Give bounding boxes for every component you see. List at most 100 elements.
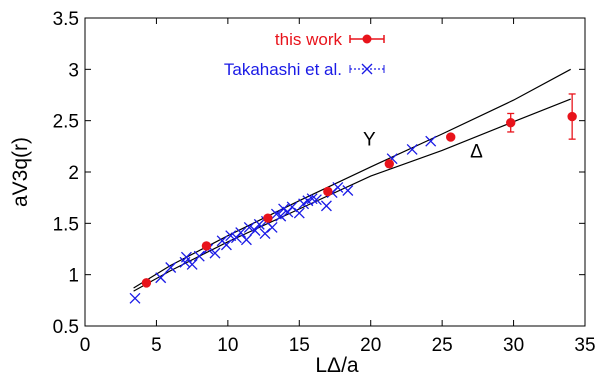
this-work-marker [141, 278, 152, 288]
takahashi-point [180, 251, 192, 263]
x-tick-label: 10 [217, 335, 238, 356]
axis-ticks: 0 5 10 15 20 25 30 35 0.5 1 1.5 2 2.5 3 3.5 [53, 9, 596, 356]
takahashi-point-stroke [235, 227, 247, 239]
x-axis-title: LΔ/a [315, 354, 359, 375]
legend-label-this-work: this work [275, 30, 343, 49]
this-work-series [141, 93, 577, 288]
takahashi-point [406, 143, 418, 155]
this-work-point [263, 213, 273, 223]
this-work-point [384, 159, 394, 169]
takahashi-point-stroke [180, 251, 192, 263]
model-curves [133, 68, 571, 292]
takahashi-point-stroke [243, 221, 255, 233]
takahashi-point [235, 227, 247, 239]
curve-label-delta: Δ [470, 142, 483, 163]
x-tick-label: 15 [289, 335, 310, 356]
x-tick-label: 35 [574, 335, 595, 356]
takahashi-point [293, 207, 305, 219]
this-work-marker [506, 118, 516, 128]
y-tick-label: 3.5 [53, 9, 79, 30]
y-tick-label: 1 [68, 266, 79, 287]
takahashi-point-stroke [193, 250, 205, 262]
y-tick-label: 0.5 [53, 317, 79, 338]
takahashi-point [259, 228, 271, 240]
legend: this work Takahashi et al. [224, 30, 385, 79]
x-tick-label: 20 [360, 335, 381, 356]
takahashi-point-stroke [249, 225, 261, 236]
curve-labels: YΔ [363, 129, 483, 162]
takahashi-point-stroke [270, 208, 282, 220]
y-tick-label: 2 [68, 163, 79, 184]
takahashi-point [193, 250, 205, 262]
takahashi-point [209, 247, 221, 259]
legend-label-takahashi: Takahashi et al. [224, 60, 342, 79]
this-work-marker [263, 213, 273, 223]
takahashi-point-stroke [155, 272, 167, 284]
takahashi-series [129, 135, 437, 304]
this-work-marker [567, 111, 577, 122]
takahashi-point-stroke [275, 210, 287, 222]
this-work-marker [323, 186, 333, 197]
this-work-point [141, 278, 152, 288]
takahashi-point [253, 218, 265, 230]
takahashi-point-stroke [286, 201, 298, 213]
x-tick-label: 25 [432, 335, 453, 356]
x-tick-label: 30 [503, 335, 524, 356]
takahashi-point-stroke [306, 193, 318, 205]
takahashi-point [306, 193, 318, 205]
legend-marker-takahashi [349, 63, 385, 75]
curve-label-y: Y [363, 129, 376, 150]
takahashi-point [155, 272, 167, 284]
takahashi-point-stroke [406, 143, 418, 155]
takahashi-point [165, 262, 177, 273]
takahashi-point [332, 181, 344, 193]
takahashi-point-stroke [165, 262, 177, 273]
this-work-point [446, 132, 456, 142]
takahashi-point-stroke [220, 239, 232, 251]
this-work-point [201, 241, 212, 251]
takahashi-point [425, 135, 437, 147]
legend-marker-this-work [349, 34, 385, 44]
takahashi-point-stroke [253, 218, 265, 230]
this-work-marker [384, 159, 394, 169]
takahashi-point-stroke [425, 135, 437, 147]
takahashi-point [310, 194, 322, 206]
y-tick-label: 3 [68, 60, 79, 81]
takahashi-point-stroke [310, 194, 322, 206]
takahashi-point-stroke [320, 200, 332, 212]
takahashi-point [240, 234, 252, 246]
y-axis-title: aV3q(r) [9, 137, 32, 207]
takahashi-point [220, 239, 232, 251]
takahashi-point [266, 221, 278, 233]
takahashi-point-stroke [225, 230, 237, 242]
this-work-marker [201, 241, 212, 251]
x-tick-label: 5 [151, 335, 162, 356]
takahashi-point [275, 210, 287, 222]
takahashi-point [129, 292, 141, 304]
this-work-point [567, 93, 577, 140]
takahashi-point [249, 225, 261, 236]
x-tick-label: 0 [80, 335, 91, 356]
takahashi-point [225, 230, 237, 242]
takahashi-point-stroke [293, 207, 305, 219]
takahashi-point-stroke [209, 247, 221, 259]
takahashi-point [186, 258, 198, 270]
y-tick-label: 2.5 [53, 112, 79, 133]
takahashi-point-stroke [278, 203, 290, 215]
takahashi-point [286, 201, 298, 213]
y-tick-label: 1.5 [53, 214, 79, 235]
takahashi-point [342, 185, 354, 196]
takahashi-point-stroke [129, 292, 141, 304]
this-work-point [323, 186, 333, 197]
model-curve-delta [133, 98, 571, 292]
takahashi-point-stroke [259, 228, 271, 240]
this-work-point [506, 112, 516, 133]
takahashi-point-stroke [240, 234, 252, 246]
takahashi-point-stroke [266, 221, 278, 233]
this-work-marker [446, 132, 456, 142]
takahashi-point [320, 200, 332, 212]
takahashi-point-stroke [342, 185, 354, 196]
takahashi-point [243, 221, 255, 233]
takahashi-point-stroke [186, 258, 198, 270]
